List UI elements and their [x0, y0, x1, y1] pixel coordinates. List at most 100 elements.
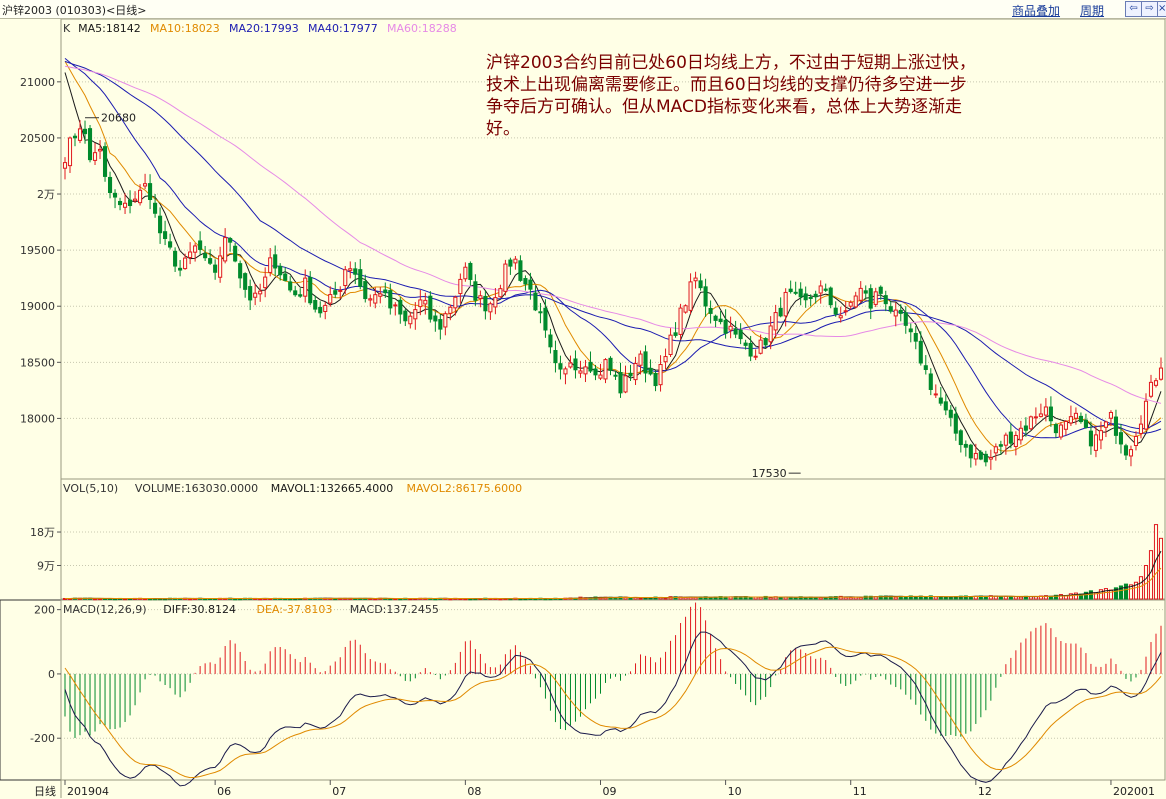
ma20-line [64, 58, 1162, 439]
candle [828, 286, 833, 309]
arrow-right-icon[interactable]: ⇨ [1141, 1, 1158, 17]
x-tick-label: 11 [853, 785, 867, 798]
candle-body [598, 374, 603, 379]
candle [728, 316, 733, 339]
candle [833, 301, 838, 317]
candle [788, 280, 793, 294]
candle [953, 406, 958, 441]
candle-body [583, 366, 588, 375]
period-link[interactable]: 周期 [1080, 4, 1105, 18]
candle [653, 370, 658, 392]
candle [318, 301, 323, 318]
price-legend-item: MA10:18023 [150, 22, 220, 35]
candle-body [1123, 445, 1129, 456]
candle [818, 280, 823, 304]
candle-body [708, 307, 713, 314]
macd-tick-label: 0 [48, 668, 55, 681]
candle [478, 290, 483, 308]
ma60-line [64, 65, 1162, 404]
volume-bar [1118, 585, 1124, 600]
candle-body [373, 294, 378, 304]
candle [328, 286, 333, 307]
candle-body [513, 258, 518, 264]
candle-body [838, 315, 843, 319]
candle [418, 289, 423, 316]
candle [1068, 405, 1073, 426]
candle [243, 272, 248, 298]
candle [643, 345, 648, 383]
candle [593, 364, 598, 381]
candle-body [123, 202, 128, 208]
candle-body [878, 286, 883, 294]
candle-body [843, 310, 848, 313]
candle [188, 242, 193, 265]
kline-chart[interactable]: 21000 20500 2万 19500 19000 18500 18000 18万 9万 200… [0, 19, 1166, 799]
candle-body [693, 277, 698, 282]
candle [518, 255, 523, 282]
volume-legend-item: VOL(5,10) [63, 482, 118, 495]
close-icon[interactable]: × [1157, 1, 1166, 17]
candle-body [633, 363, 638, 381]
price-legend-item: MA20:17993 [229, 22, 299, 35]
candle-body [358, 269, 363, 287]
candle-body [288, 281, 293, 291]
candle-body [1093, 434, 1098, 451]
candle [1093, 426, 1098, 458]
candle [703, 278, 708, 317]
candle [1118, 423, 1124, 454]
price-tick-label: 21000 [20, 76, 55, 89]
candle [153, 193, 158, 218]
candle-body [168, 241, 173, 248]
candle [248, 279, 253, 311]
candle [92, 142, 98, 165]
candle-body [808, 296, 813, 299]
candle-body [563, 368, 568, 375]
candle [173, 247, 178, 272]
candle [753, 349, 758, 361]
candle [848, 300, 853, 310]
candle-body [753, 355, 758, 358]
candle [278, 263, 283, 281]
candle-body [798, 288, 803, 298]
candle-body [703, 286, 708, 307]
candle-body [293, 290, 298, 296]
price-legend-item: MA5:18142 [78, 22, 141, 35]
arrow-left-icon[interactable]: ⇦ [1125, 1, 1142, 17]
candle-body [117, 200, 123, 206]
candle-body [1108, 411, 1114, 419]
candle [408, 311, 413, 329]
candle [453, 295, 458, 316]
candle-body [783, 291, 788, 317]
high-marker-label: 20680 [101, 112, 136, 125]
candle-body [1018, 427, 1023, 441]
candle [493, 287, 498, 315]
candle-body [778, 307, 783, 317]
candle [1003, 432, 1008, 455]
ma5-line [64, 72, 1162, 459]
candle [333, 281, 338, 298]
candle [1018, 420, 1023, 445]
candle-body [463, 266, 468, 280]
commodity-overlay-link[interactable]: 商品叠加 [1012, 4, 1061, 18]
candle [378, 286, 383, 304]
candle-body [453, 296, 458, 309]
candle-body [883, 295, 888, 305]
candle-body [1038, 413, 1043, 417]
candle [458, 273, 463, 304]
candle-body [133, 198, 138, 202]
candle-body [508, 259, 513, 267]
candle-body [283, 273, 288, 281]
candle-body [178, 267, 183, 271]
candle [513, 256, 518, 270]
candle-body [263, 276, 268, 289]
candle-body [438, 319, 443, 330]
candle [633, 356, 638, 385]
candle [783, 288, 788, 327]
candle [343, 266, 348, 295]
volume-bar [1003, 595, 1008, 600]
candle-body [928, 373, 933, 390]
volume-bar [1153, 524, 1159, 600]
candle [138, 184, 143, 206]
candle-body [848, 301, 853, 307]
candle-body [238, 263, 243, 279]
